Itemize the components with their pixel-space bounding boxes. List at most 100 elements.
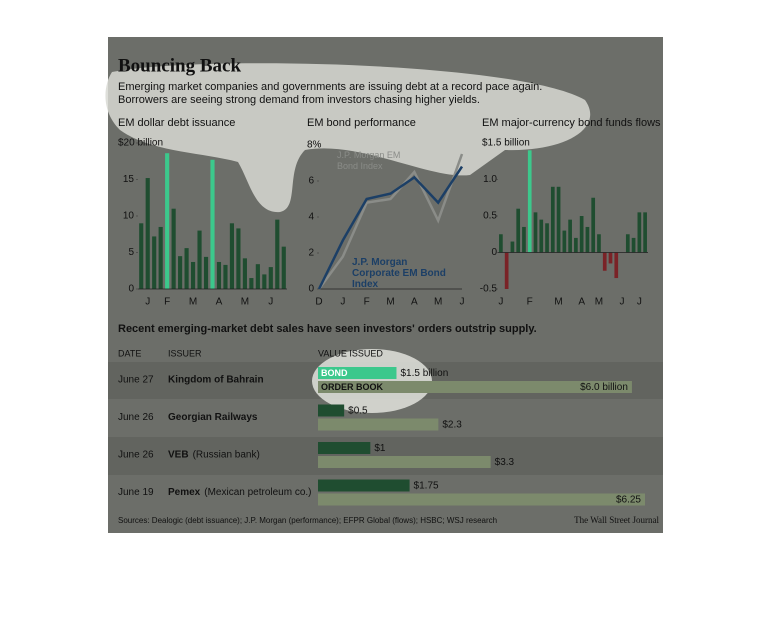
subtitle: Emerging market companies and government… (118, 81, 543, 106)
bar (190, 261, 196, 289)
series-label: J.P. Morgan EM Bond Index (337, 150, 401, 171)
line (317, 153, 464, 290)
bar (545, 223, 549, 253)
bar (275, 219, 280, 289)
x-tick-label: J (620, 297, 625, 308)
column-header: DATE (118, 348, 141, 358)
bar (614, 252, 619, 279)
bar (602, 252, 607, 271)
legend-label: ORDER BOOK (321, 382, 384, 392)
title: Bouncing Back (118, 55, 241, 76)
chart-title: EM major-currency bond funds flows (482, 117, 661, 129)
column-header: VALUE ISSUED (318, 348, 383, 358)
value-label: $0.5 (348, 406, 368, 417)
bar (556, 186, 561, 253)
bar (216, 261, 222, 289)
chart-title: EM bond performance (307, 117, 416, 129)
bar (255, 264, 260, 289)
bar (223, 264, 228, 289)
line (317, 165, 464, 290)
sources: Sources: Dealogic (debt issuance); J.P. … (118, 516, 497, 525)
bar (643, 212, 647, 253)
bar (510, 241, 515, 253)
bar (318, 493, 645, 506)
bar (522, 226, 526, 253)
issuer: Kingdom of Bahrain (168, 375, 264, 386)
bar (210, 159, 215, 289)
bar (527, 150, 532, 253)
y-tick-label: 10 (123, 211, 135, 222)
x-tick-label: J (145, 297, 150, 308)
bar (178, 256, 183, 289)
bar (579, 216, 584, 253)
bar (171, 208, 176, 289)
value-label: $2.3 (442, 420, 462, 431)
bar (533, 212, 538, 253)
y-tick-label: 5 (128, 247, 134, 258)
x-tick-label: F (164, 297, 170, 308)
bar (318, 404, 345, 417)
bar (318, 456, 491, 468)
x-tick-label: J (498, 297, 503, 308)
bar (229, 223, 235, 289)
bar (318, 442, 371, 454)
y-tick-label: 6 (308, 176, 314, 187)
bar (591, 197, 596, 253)
y-tick-label: 1.0 (483, 174, 497, 185)
y-tick-label: 4 (308, 212, 314, 223)
bar (631, 237, 636, 253)
chart-title: EM dollar debt issuance (118, 117, 235, 129)
bar (249, 278, 254, 289)
bar (318, 367, 397, 379)
x-tick-label: F (364, 297, 370, 308)
issuer-note: (Russian bank) (193, 450, 260, 461)
bar (165, 153, 170, 289)
bar (504, 252, 509, 289)
value-label: $1.75 (414, 481, 439, 492)
y-tick-label: 0 (128, 284, 134, 295)
bar (268, 267, 273, 289)
bar (139, 223, 144, 289)
x-tick-label: J (637, 297, 642, 308)
bar (568, 219, 572, 253)
value-label: $6.0 billion (580, 382, 628, 393)
bar (597, 234, 601, 253)
issuer: Georgian Railways (168, 412, 258, 423)
bar (318, 381, 632, 393)
date: June 26 (118, 412, 154, 423)
bar (318, 479, 410, 492)
table-title: Recent emerging-market debt sales have s… (118, 323, 537, 335)
bar (585, 226, 590, 253)
bar (625, 234, 630, 253)
bar (262, 274, 267, 289)
bar (158, 226, 163, 289)
x-tick-label: J (340, 297, 345, 308)
issuer: VEB (168, 450, 189, 461)
y-tick-label: $20 billion (118, 138, 163, 149)
date: June 26 (118, 450, 154, 461)
bar (608, 252, 613, 264)
issuer-note: (Mexican petroleum co.) (204, 487, 311, 498)
column-header: ISSUER (168, 348, 202, 358)
bar (637, 212, 642, 253)
bar (281, 246, 286, 289)
bar (242, 258, 247, 289)
bar (197, 230, 202, 289)
bar (539, 219, 544, 253)
x-tick-label: A (578, 297, 585, 308)
credit: The Wall Street Journal (574, 515, 659, 525)
date: June 19 (118, 487, 154, 498)
bar (574, 237, 578, 253)
issuer: Pemex (168, 487, 201, 498)
value-label: $3.3 (495, 457, 515, 468)
legend-label: BOND (321, 368, 348, 378)
x-tick-label: M (434, 297, 442, 308)
bar (562, 230, 567, 253)
bar (550, 186, 555, 253)
x-tick-label: M (595, 297, 603, 308)
x-tick-label: J (268, 297, 273, 308)
x-tick-label: F (527, 297, 533, 308)
x-tick-label: J (460, 297, 465, 308)
